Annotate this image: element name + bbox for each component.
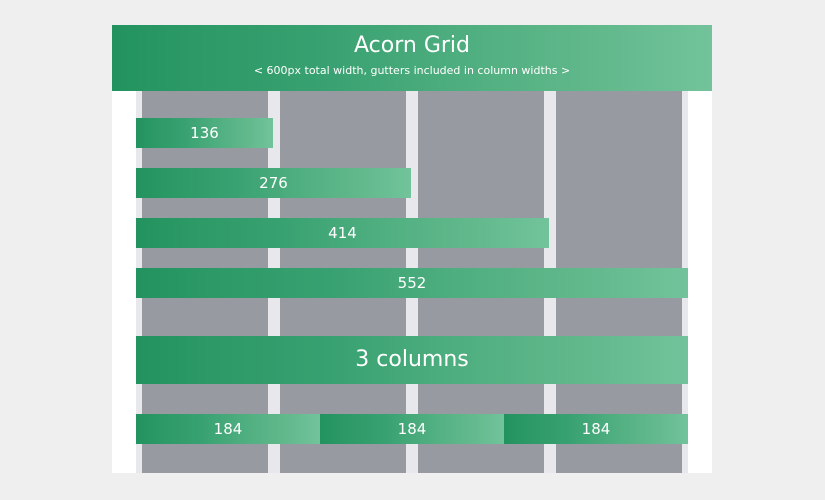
third-column-bar-3: 184 bbox=[504, 414, 688, 444]
span-4-bar: 552 bbox=[136, 268, 688, 298]
bar-label: 276 bbox=[259, 174, 288, 192]
three-columns-banner: 3 columns bbox=[136, 336, 688, 384]
header-banner: Acorn Grid < 600px total width, gutters … bbox=[112, 25, 712, 91]
grid-demo: Acorn Grid < 600px total width, gutters … bbox=[112, 25, 712, 473]
third-column-bar-2: 184 bbox=[320, 414, 504, 444]
bar-label: 184 bbox=[397, 420, 427, 438]
bar-label: 184 bbox=[581, 420, 611, 438]
bar-label: 414 bbox=[328, 224, 357, 242]
bar-label: 136 bbox=[190, 124, 219, 142]
span-3-bar: 414 bbox=[136, 218, 549, 248]
bar-label: 184 bbox=[213, 420, 243, 438]
page-title: Acorn Grid bbox=[354, 33, 470, 58]
banner-label: 3 columns bbox=[355, 347, 469, 372]
span-1-bar: 136 bbox=[136, 118, 273, 148]
span-2-bar: 276 bbox=[136, 168, 411, 198]
bar-label: 552 bbox=[397, 274, 427, 292]
page-subtitle: < 600px total width, gutters included in… bbox=[253, 64, 571, 77]
third-column-bar-1: 184 bbox=[136, 414, 320, 444]
